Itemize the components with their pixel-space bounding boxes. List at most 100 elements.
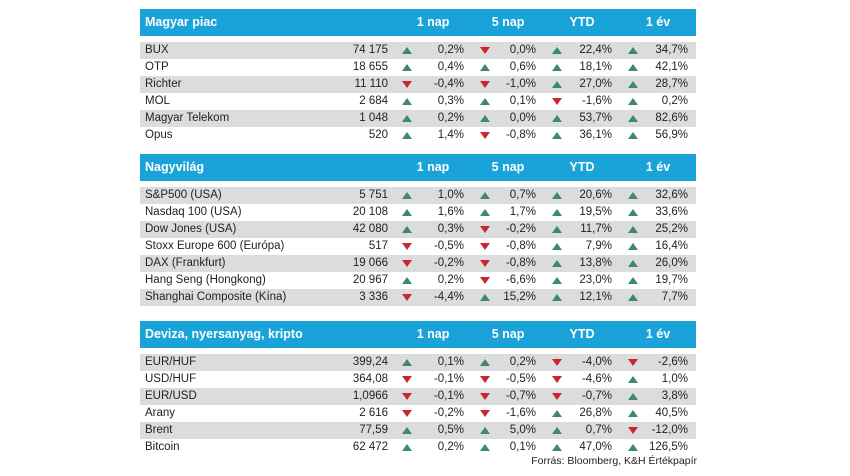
triangle-up-icon bbox=[628, 64, 639, 71]
triangle-up-icon bbox=[628, 226, 638, 233]
table-row: Brent 77,59 0,5% 5,0% 0,7% -12,0% bbox=[140, 422, 697, 439]
change-cell: 3,8% bbox=[620, 388, 697, 405]
instrument-name: Bitcoin bbox=[145, 441, 180, 453]
change-percent: 28,7% bbox=[655, 78, 689, 90]
triangle-down-icon bbox=[628, 359, 639, 366]
table-header: Deviza, nyersanyag, kripto 1 nap 5 nap YTD 1… bbox=[140, 321, 697, 348]
change-cell: 15,2% bbox=[472, 289, 544, 306]
triangle-up-icon bbox=[628, 294, 638, 301]
change-percent: 0,6% bbox=[509, 61, 537, 73]
change-percent: 11,7% bbox=[580, 223, 612, 235]
change-percent: 13,8% bbox=[579, 257, 612, 269]
change-cell: 0,3% bbox=[394, 221, 472, 238]
change-cell: 12,1% bbox=[544, 289, 620, 306]
triangle-down-icon bbox=[480, 376, 491, 383]
change-percent: 82,6% bbox=[655, 112, 689, 124]
change-percent: 26,8% bbox=[579, 407, 613, 419]
instrument-name: Nasdaq 100 (USA) bbox=[145, 206, 242, 218]
change-cell: 22,4% bbox=[544, 42, 621, 59]
instrument-name: Shanghai Composite (Kína) bbox=[140, 289, 320, 306]
triangle-down-icon bbox=[480, 277, 490, 284]
source-note: Forrás: Bloomberg, K&H Értékpapír bbox=[531, 455, 697, 467]
instrument-value: 364,08 bbox=[352, 373, 389, 385]
triangle-up-icon bbox=[628, 243, 638, 250]
triangle-up-icon bbox=[480, 192, 490, 199]
change-percent: -0,8% bbox=[505, 129, 537, 141]
change-percent: 33,6% bbox=[655, 206, 688, 218]
column-header: 1 év bbox=[620, 321, 697, 348]
change-percent: 0,2% bbox=[661, 95, 689, 107]
triangle-up-icon bbox=[552, 64, 563, 71]
change-percent: -0,2% bbox=[433, 407, 465, 419]
triangle-up-icon bbox=[628, 260, 638, 267]
change-percent: 0,2% bbox=[437, 274, 464, 286]
change-percent: 0,2% bbox=[437, 44, 465, 56]
change-percent: 0,2% bbox=[509, 356, 537, 368]
instrument-value: 520 bbox=[368, 129, 389, 141]
change-percent: 22,4% bbox=[579, 44, 613, 56]
triangle-up-icon bbox=[628, 209, 638, 216]
column-header: 1 év bbox=[620, 154, 696, 181]
change-cell: -4,0% bbox=[544, 354, 621, 371]
triangle-up-icon bbox=[480, 64, 491, 71]
change-percent: -4,6% bbox=[581, 373, 613, 385]
triangle-down-icon bbox=[402, 260, 412, 267]
triangle-up-icon bbox=[552, 260, 562, 267]
change-percent: -0,5% bbox=[433, 240, 464, 252]
change-cell: 1,0% bbox=[620, 371, 696, 388]
triangle-up-icon bbox=[628, 444, 639, 451]
section-title: Nagyvilág bbox=[140, 154, 394, 181]
triangle-up-icon bbox=[402, 359, 413, 366]
triangle-up-icon bbox=[628, 376, 639, 383]
change-cell: 23,0% bbox=[544, 272, 620, 289]
instrument-value: 2 616 bbox=[359, 407, 389, 419]
change-cell: 0,1% bbox=[394, 354, 473, 371]
table-row: EUR/USD 1,0966 -0,1% -0,7% -0,7% 3,8% bbox=[140, 388, 697, 405]
instrument-name: Arany bbox=[145, 407, 176, 419]
change-percent: 5,0% bbox=[509, 424, 537, 436]
change-cell: 1,0% bbox=[394, 187, 472, 204]
triangle-down-icon bbox=[552, 393, 563, 400]
triangle-up-icon bbox=[552, 277, 562, 284]
triangle-up-icon bbox=[552, 115, 563, 122]
change-cell: 16,4% bbox=[620, 238, 696, 255]
instrument-value: 19 066 bbox=[320, 255, 394, 272]
triangle-up-icon bbox=[552, 294, 562, 301]
instrument-value: 62 472 bbox=[352, 441, 389, 453]
triangle-up-icon bbox=[628, 393, 639, 400]
change-cell: -4,6% bbox=[544, 371, 620, 388]
triangle-up-icon bbox=[480, 294, 490, 301]
change-percent: -0,1% bbox=[433, 373, 465, 385]
triangle-up-icon bbox=[480, 444, 491, 451]
triangle-up-icon bbox=[628, 115, 639, 122]
table-row: Richter 11 110 -0,4% -1,0% 27,0% 28,7% bbox=[140, 76, 697, 93]
instrument-value: 517 bbox=[368, 240, 388, 252]
triangle-up-icon bbox=[480, 115, 491, 122]
triangle-up-icon bbox=[628, 192, 638, 199]
instrument-value: 5 751 bbox=[320, 187, 394, 204]
change-percent: 53,7% bbox=[579, 112, 613, 124]
triangle-up-icon bbox=[480, 98, 491, 105]
instrument-value: 11 110 bbox=[320, 76, 395, 93]
triangle-up-icon bbox=[402, 132, 413, 139]
triangle-up-icon bbox=[402, 192, 412, 199]
instrument-name: Richter bbox=[140, 76, 320, 93]
change-cell: -1,0% bbox=[472, 76, 545, 93]
change-percent: -12,0% bbox=[651, 424, 689, 436]
change-percent: 12,1% bbox=[579, 291, 612, 303]
instrument-value: 399,24 bbox=[320, 354, 395, 371]
change-cell: 20,6% bbox=[544, 187, 620, 204]
instrument-name: BUX bbox=[140, 42, 320, 59]
change-percent: 36,1% bbox=[579, 129, 613, 141]
change-percent: -0,8% bbox=[505, 240, 536, 252]
column-header: 1 nap bbox=[394, 321, 473, 348]
change-cell: 0,3% bbox=[394, 93, 472, 110]
change-percent: 0,1% bbox=[509, 441, 537, 453]
change-percent: 25,2% bbox=[655, 223, 688, 235]
column-header: 5 nap bbox=[472, 9, 545, 36]
change-percent: -0,7% bbox=[505, 390, 537, 402]
triangle-up-icon bbox=[402, 209, 412, 216]
triangle-down-icon bbox=[402, 393, 413, 400]
change-percent: 126,5% bbox=[649, 441, 689, 453]
triangle-down-icon bbox=[480, 81, 491, 88]
